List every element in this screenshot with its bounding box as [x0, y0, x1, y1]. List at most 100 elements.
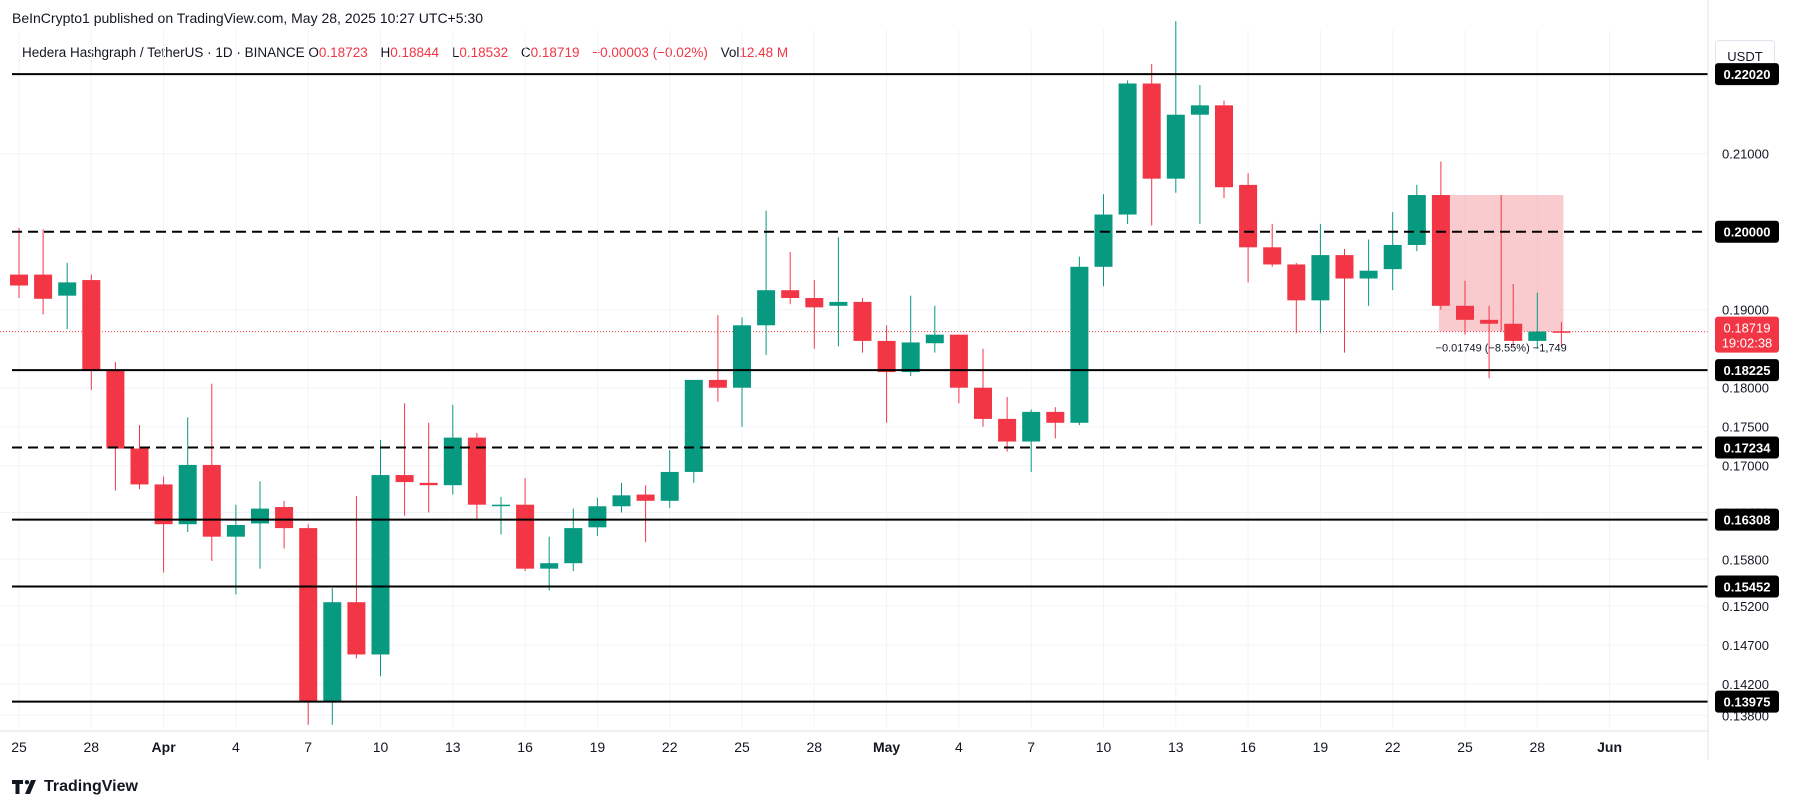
candle-body	[998, 418, 1017, 442]
candle-body	[1142, 83, 1161, 179]
candle	[251, 481, 269, 569]
candle	[58, 262, 77, 330]
candle	[34, 229, 53, 315]
candle-body	[58, 282, 77, 296]
candle-body	[202, 464, 221, 537]
x-tick-label: 7	[1027, 739, 1035, 755]
candle	[708, 315, 727, 402]
candle-body	[660, 471, 679, 501]
candle-body	[154, 484, 173, 525]
candle	[1239, 173, 1258, 283]
candle-body	[1239, 184, 1258, 248]
candle	[1456, 280, 1474, 335]
level-price-badge	[1715, 436, 1779, 459]
candle-body	[564, 528, 583, 564]
candle	[202, 383, 221, 561]
level-price-label: 0.18225	[1724, 363, 1771, 378]
candle	[275, 500, 294, 549]
x-tick-label: 25	[1457, 739, 1473, 755]
candle	[1552, 321, 1571, 347]
y-tick-label: 0.17000	[1722, 459, 1769, 474]
candle	[1046, 407, 1065, 439]
candle	[1215, 100, 1233, 199]
x-tick-label: 16	[517, 739, 533, 755]
x-tick-label: 22	[662, 739, 678, 755]
measure-label: −0.01749 (−8.55%) −1,749	[1436, 342, 1567, 354]
y-tick-label: 0.17500	[1722, 420, 1769, 435]
candle-body	[949, 334, 968, 388]
candle	[1359, 239, 1378, 306]
candle	[1311, 223, 1330, 334]
candle	[1022, 409, 1041, 472]
candle	[226, 504, 245, 595]
candle	[853, 298, 872, 353]
candle	[684, 379, 703, 483]
candle-body	[1190, 105, 1209, 115]
candle-body	[1094, 214, 1113, 267]
candle	[877, 325, 896, 423]
candle	[1094, 194, 1113, 287]
candle	[564, 508, 583, 571]
high-value: 0.18844	[390, 45, 440, 60]
candle	[395, 403, 414, 516]
x-tick-label: 7	[304, 739, 312, 755]
candle	[1118, 80, 1137, 224]
candle	[901, 295, 920, 376]
level-price-badge	[1715, 63, 1779, 86]
candle-body	[226, 524, 245, 537]
tradingview-logo[interactable]: TradingView	[12, 778, 138, 796]
candle	[974, 348, 992, 427]
x-tick-label: Jun	[1597, 739, 1622, 755]
candle	[1504, 283, 1523, 347]
candle-body	[1022, 411, 1041, 442]
candle	[1407, 184, 1426, 252]
candle	[829, 237, 848, 347]
candle-body	[540, 563, 559, 569]
candle	[540, 536, 559, 591]
volume-value: 12.48 M	[739, 45, 789, 60]
candle-body	[925, 334, 944, 344]
candle-body	[275, 507, 294, 529]
candle-body	[395, 475, 414, 483]
candle	[588, 497, 607, 536]
close-label: C	[520, 45, 531, 60]
low-label: L	[451, 45, 460, 60]
candle-body	[757, 290, 776, 326]
x-tick-label: 13	[445, 739, 461, 755]
change-value: −0.00003 (−0.02%)	[592, 45, 708, 60]
candle-body	[251, 508, 269, 524]
candle-body	[106, 369, 125, 449]
candle-body	[82, 280, 101, 370]
candle	[757, 210, 776, 355]
candle	[492, 496, 510, 535]
candle-body	[853, 301, 872, 341]
publisher-line: BeInCrypto1 published on TradingView.com…	[12, 10, 483, 26]
candle-body	[1552, 331, 1571, 333]
y-tick-label: 0.14200	[1722, 677, 1769, 692]
candle	[781, 251, 800, 305]
level-price-badge	[1715, 220, 1779, 243]
candle-body	[1070, 266, 1089, 423]
candle-body	[371, 475, 390, 655]
candle-body	[1407, 195, 1426, 245]
candle	[1287, 262, 1306, 334]
y-tick-label: 0.18000	[1722, 381, 1769, 396]
level-price-label: 0.13975	[1724, 695, 1771, 710]
candle	[516, 478, 535, 571]
y-tick-label: 0.21000	[1722, 147, 1769, 162]
candle-body	[34, 274, 53, 299]
candle	[1190, 85, 1209, 224]
candle	[805, 280, 824, 349]
low-value: 0.18532	[459, 45, 509, 60]
candle-body	[733, 325, 751, 388]
candle-body	[684, 379, 703, 472]
candle-body	[1456, 305, 1474, 320]
candle-body	[1046, 411, 1065, 423]
y-tick-label: 0.15200	[1722, 599, 1769, 614]
symbol-legend: Hedera Hashgraph / TetherUS · 1D · BINAN…	[22, 45, 797, 60]
candle	[1480, 305, 1499, 379]
candle-body	[1528, 331, 1547, 341]
candle-body	[419, 482, 438, 486]
current-price-label: 0.18719	[1724, 321, 1771, 336]
